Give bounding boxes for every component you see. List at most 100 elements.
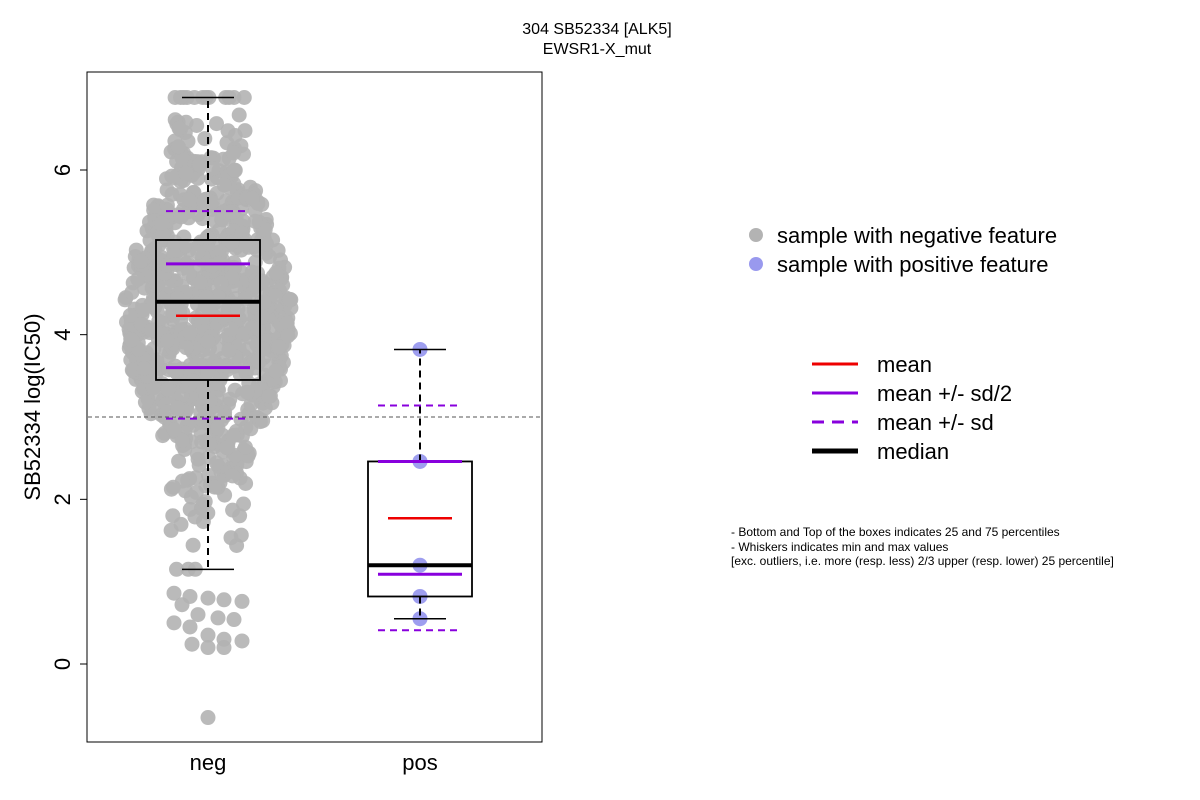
neg-sample-point — [279, 315, 295, 331]
neg-sample-point — [225, 468, 241, 484]
neg-sample-point — [146, 341, 162, 357]
neg-sample-point — [190, 244, 206, 260]
neg-sample-point — [202, 436, 218, 452]
chart-title: 304 SB52334 [ALK5] — [522, 21, 671, 38]
neg-sample-point — [210, 420, 226, 436]
neg-sample-point — [133, 253, 149, 269]
neg-sample-point — [145, 380, 161, 396]
neg-sample-point — [181, 266, 197, 282]
x-tick-label-pos: pos — [402, 750, 437, 775]
neg-sample-point — [185, 537, 201, 553]
neg-sample-point — [174, 597, 190, 613]
legend-points: sample with negative feature sample with… — [749, 223, 1057, 277]
note-line-3: [exc. outliers, i.e. more (resp. less) 2… — [731, 554, 1114, 568]
neg-sample-point — [230, 301, 246, 317]
neg-sample-point — [173, 90, 188, 105]
neg-sample-point — [254, 309, 270, 325]
chart-subtitle: EWSR1-X_mut — [543, 41, 652, 58]
neg-sample-point — [200, 640, 216, 656]
boxplot-neg — [155, 96, 261, 571]
neg-sample-point — [171, 120, 187, 136]
neg-sample-point — [202, 393, 218, 409]
neg-sample-point — [247, 213, 263, 229]
notes: - Bottom and Top of the boxes indicates … — [731, 525, 1114, 568]
neg-sample-point — [280, 328, 296, 344]
y-tick-label: 6 — [50, 164, 75, 176]
neg-sample-point — [189, 446, 205, 462]
neg-sample-point — [226, 612, 242, 628]
legend-label-sd-half: mean +/- sd/2 — [877, 381, 1012, 406]
y-axis: 0 2 4 6 — [50, 164, 88, 670]
note-line-2: - Whiskers indicates min and max values — [731, 540, 948, 554]
neg-sample-point — [159, 182, 175, 198]
neg-sample-point — [189, 118, 205, 133]
neg-sample-point — [233, 527, 249, 543]
neg-sample-point — [213, 275, 229, 291]
note-line-1: - Bottom and Top of the boxes indicates … — [731, 525, 1060, 539]
neg-sample-point — [200, 590, 216, 606]
neg-sample-point — [135, 302, 151, 318]
neg-sample-point — [184, 636, 200, 652]
neg-sample-point — [171, 453, 187, 469]
neg-sample-point — [271, 339, 287, 355]
neg-sample-point — [197, 131, 213, 147]
neg-sample-point — [124, 362, 140, 378]
neg-sample-point — [166, 362, 182, 378]
neg-sample-point — [238, 476, 254, 491]
neg-sample-point — [188, 484, 204, 500]
neg-sample-point — [236, 496, 251, 512]
neg-sample-point — [237, 235, 253, 251]
legend-label-mean: mean — [877, 352, 932, 377]
neg-sample-point — [216, 592, 232, 608]
boxplot-pos — [367, 341, 473, 632]
neg-sample-point — [255, 413, 271, 429]
neg-sample-point — [255, 341, 271, 357]
neg-sample-point — [259, 236, 275, 252]
neg-sample-point — [261, 388, 277, 404]
neg-sample-point — [217, 408, 233, 424]
neg-sample-point — [267, 288, 283, 304]
neg-sample-point — [170, 400, 186, 416]
y-tick-label: 4 — [50, 329, 75, 341]
x-tick-label-neg: neg — [190, 750, 227, 775]
neg-sample-point — [221, 342, 237, 358]
neg-sample-point — [160, 333, 175, 349]
neg-sample-point — [234, 633, 250, 649]
neg-sample-point — [225, 427, 241, 443]
legend-lines: mean mean +/- sd/2 mean +/- sd median — [812, 352, 1012, 464]
neg-sample-point — [248, 278, 264, 294]
neg-sample-point — [154, 215, 170, 231]
neg-sample-point — [192, 274, 208, 290]
legend-label-median: median — [877, 439, 949, 464]
neg-sample-point — [282, 291, 298, 307]
neg-sample-point — [239, 384, 255, 400]
neg-sample-point — [166, 422, 182, 438]
neg-sample-point — [182, 325, 198, 341]
neg-sample-point — [192, 157, 208, 173]
neg-sample-point — [175, 305, 191, 321]
legend-marker-positive — [749, 257, 763, 271]
neg-sample-point — [234, 593, 250, 609]
neg-sample-point — [207, 479, 223, 495]
neg-sample-point — [210, 288, 226, 304]
plot-area — [88, 90, 541, 726]
neg-sample-point — [209, 116, 224, 132]
neg-sample-point — [190, 170, 206, 186]
neg-sample-point — [166, 615, 182, 631]
neg-sample-point — [163, 522, 179, 538]
neg-sample-point — [223, 321, 239, 337]
y-tick-label: 0 — [50, 658, 75, 670]
neg-sample-point — [224, 234, 240, 250]
iqr-box — [367, 460, 473, 598]
neg-sample-point — [182, 619, 198, 635]
neg-sample-point — [190, 607, 206, 623]
neg-sample-point — [165, 479, 181, 495]
neg-sample-point — [210, 610, 226, 626]
neg-sample-point — [222, 391, 238, 407]
neg-sample-point — [164, 168, 180, 184]
neg-sample-point — [122, 307, 138, 323]
legend-label-negative: sample with negative feature — [777, 223, 1057, 248]
neg-sample-point — [200, 627, 216, 643]
neg-sample-point — [124, 285, 140, 300]
